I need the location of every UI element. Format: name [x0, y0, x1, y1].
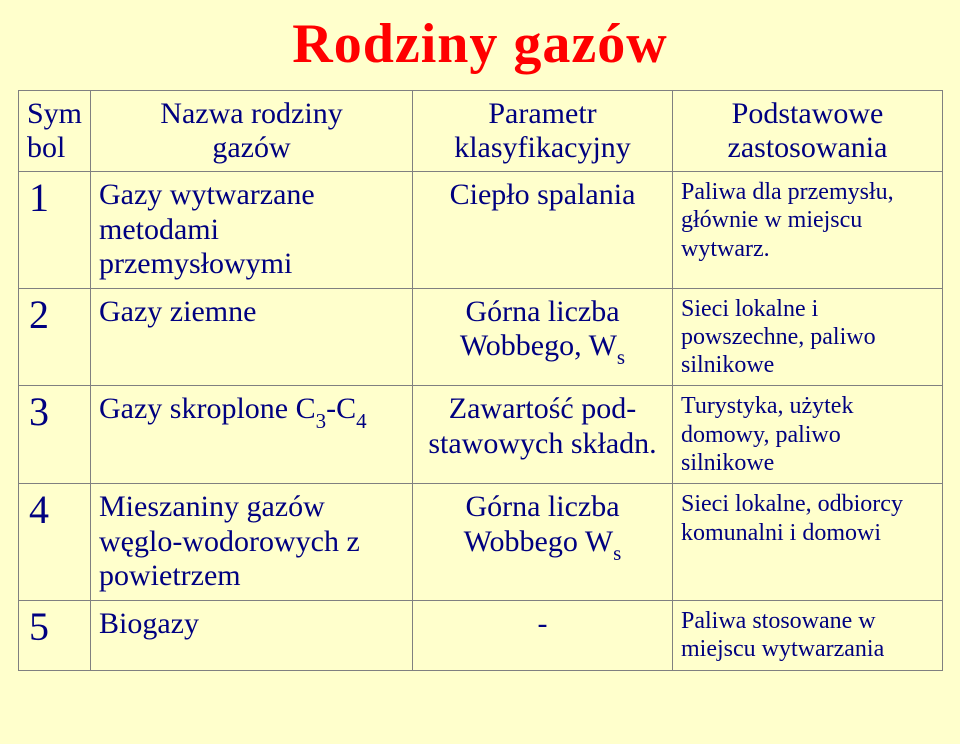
- cell-name: Biogazy: [91, 600, 413, 670]
- cell-name: Mieszaniny gazów węglo-wodorowych z powi…: [91, 484, 413, 601]
- cell-param: Ciepło spalania: [413, 172, 673, 289]
- cell-sym: 2: [19, 288, 91, 386]
- col-symbol-l2: bol: [27, 131, 65, 164]
- cell-app: Turystyka, użytek domowy, paliwo silniko…: [673, 386, 943, 484]
- cell-app: Sieci lokalne, odbiorcy komunalni i domo…: [673, 484, 943, 601]
- name-a: Gazy skroplone C: [99, 392, 316, 425]
- table-header-row: Sym bol Nazwa rodziny gazów Parametr kla…: [19, 91, 943, 172]
- param-l2a: Wobbego W: [464, 525, 614, 558]
- cell-sym: 1: [19, 172, 91, 289]
- param-sub: s: [617, 345, 625, 369]
- cell-sym: 4: [19, 484, 91, 601]
- cell-name: Gazy ziemne: [91, 288, 413, 386]
- cell-param: -: [413, 600, 673, 670]
- col-app-l1: Podstawowe: [732, 97, 884, 130]
- table-row: 1 Gazy wytwarzane metodami przemysłowymi…: [19, 172, 943, 289]
- gas-families-table: Sym bol Nazwa rodziny gazów Parametr kla…: [18, 90, 943, 671]
- col-name: Nazwa rodziny gazów: [91, 91, 413, 172]
- page-title: Rodziny gazów: [18, 12, 942, 76]
- cell-name: Gazy wytwarzane metodami przemysłowymi: [91, 172, 413, 289]
- cell-app: Paliwa stosowane w miejscu wytwarzania: [673, 600, 943, 670]
- param-l2a: Wobbego, W: [460, 329, 617, 362]
- cell-sym: 3: [19, 386, 91, 484]
- col-param-l1: Parametr: [488, 97, 596, 130]
- param-l1: Górna liczba: [465, 490, 619, 523]
- table-row: 2 Gazy ziemne Górna liczba Wobbego, Ws S…: [19, 288, 943, 386]
- param-l1: Górna liczba: [465, 295, 619, 328]
- cell-sym: 5: [19, 600, 91, 670]
- name-sub2: 4: [356, 409, 367, 433]
- cell-param: Zawartość pod-stawowych składn.: [413, 386, 673, 484]
- name-c: -C: [326, 392, 356, 425]
- cell-app: Paliwa dla przemysłu, głównie w miejscu …: [673, 172, 943, 289]
- table-row: 4 Mieszaniny gazów węglo-wodorowych z po…: [19, 484, 943, 601]
- cell-app: Sieci lokalne i powszechne, paliwo silni…: [673, 288, 943, 386]
- col-name-l2: gazów: [212, 131, 290, 164]
- col-app: Podstawowe zastosowania: [673, 91, 943, 172]
- table-row: 5 Biogazy - Paliwa stosowane w miejscu w…: [19, 600, 943, 670]
- col-symbol-l1: Sym: [27, 97, 82, 130]
- cell-param: Górna liczba Wobbego Ws: [413, 484, 673, 601]
- name-sub1: 3: [316, 409, 327, 433]
- table-row: 3 Gazy skroplone C3-C4 Zawartość pod-sta…: [19, 386, 943, 484]
- col-symbol: Sym bol: [19, 91, 91, 172]
- cell-name: Gazy skroplone C3-C4: [91, 386, 413, 484]
- col-param: Parametr klasyfikacyjny: [413, 91, 673, 172]
- cell-param: Górna liczba Wobbego, Ws: [413, 288, 673, 386]
- col-app-l2: zastosowania: [728, 131, 888, 164]
- col-param-l2: klasyfikacyjny: [454, 131, 631, 164]
- param-sub: s: [613, 541, 621, 565]
- col-name-l1: Nazwa rodziny: [160, 97, 342, 130]
